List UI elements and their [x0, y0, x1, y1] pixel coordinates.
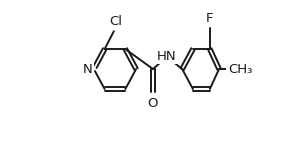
Text: HN: HN: [157, 50, 177, 63]
Text: O: O: [148, 97, 158, 110]
Text: Cl: Cl: [109, 15, 122, 28]
Text: N: N: [83, 63, 93, 75]
Text: —: —: [227, 63, 241, 75]
Text: F: F: [206, 11, 214, 24]
Text: CH₃: CH₃: [228, 63, 252, 75]
